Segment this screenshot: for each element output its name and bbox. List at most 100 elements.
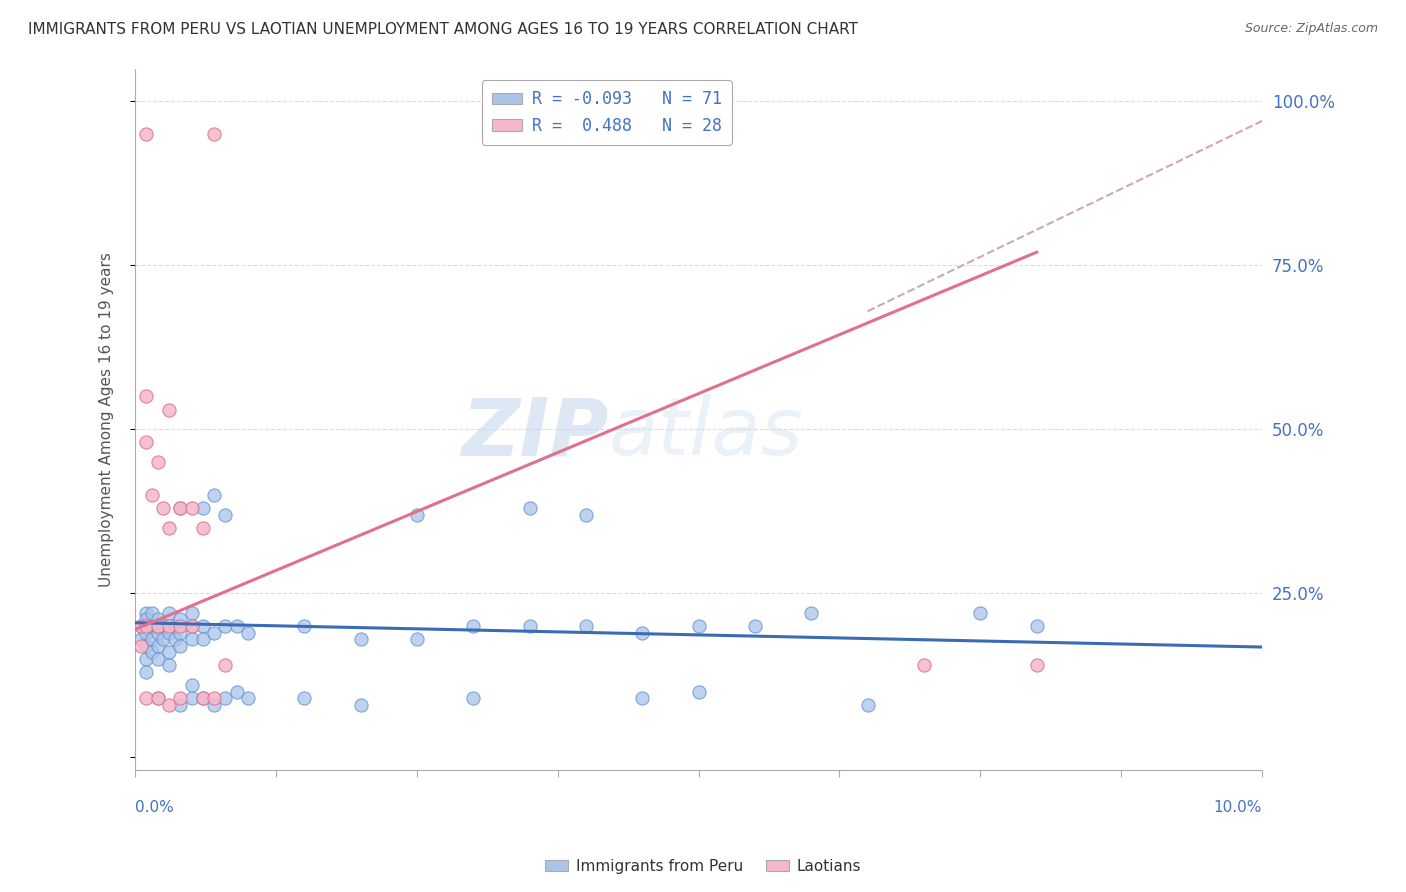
Point [169, 698, 191, 712]
Point [180, 619, 202, 633]
Point [152, 500, 174, 515]
Point [688, 684, 710, 698]
Point [800, 606, 823, 620]
Point [135, 606, 157, 620]
Point [169, 500, 191, 515]
Point [146, 612, 169, 626]
Point [135, 639, 157, 653]
Point [191, 691, 214, 706]
Point [129, 619, 152, 633]
Point [146, 652, 169, 666]
Point [214, 658, 236, 673]
Point [169, 639, 191, 653]
Point [146, 625, 169, 640]
Point [152, 632, 174, 647]
Point [135, 389, 157, 403]
Point [202, 698, 225, 712]
Point [1025, 658, 1047, 673]
Point [202, 488, 225, 502]
Point [180, 500, 202, 515]
Point [135, 625, 157, 640]
Point [406, 632, 429, 647]
Point [157, 698, 180, 712]
Point [191, 521, 214, 535]
Point [575, 619, 598, 633]
Point [180, 678, 202, 692]
Point [135, 665, 157, 679]
Point [236, 691, 259, 706]
Point [157, 521, 180, 535]
Point [202, 625, 225, 640]
Point [463, 619, 485, 633]
Legend: R = -0.093   N = 71, R =  0.488   N = 28: R = -0.093 N = 71, R = 0.488 N = 28 [482, 80, 731, 145]
Point [169, 612, 191, 626]
Point [225, 619, 247, 633]
Point [180, 691, 202, 706]
Point [744, 619, 766, 633]
Text: Source: ZipAtlas.com: Source: ZipAtlas.com [1244, 22, 1378, 36]
Point [146, 619, 169, 633]
Point [856, 698, 879, 712]
Point [141, 632, 163, 647]
Point [135, 127, 157, 141]
Point [157, 606, 180, 620]
Point [688, 619, 710, 633]
Point [169, 625, 191, 640]
Point [146, 455, 169, 469]
Point [214, 619, 236, 633]
Point [349, 698, 371, 712]
Text: IMMIGRANTS FROM PERU VS LAOTIAN UNEMPLOYMENT AMONG AGES 16 TO 19 YEARS CORRELATI: IMMIGRANTS FROM PERU VS LAOTIAN UNEMPLOY… [28, 22, 858, 37]
Point [157, 658, 180, 673]
Point [631, 691, 654, 706]
Point [191, 500, 214, 515]
Point [519, 619, 541, 633]
Point [349, 632, 371, 647]
Point [1025, 619, 1047, 633]
Point [169, 500, 191, 515]
Text: 0.0%: 0.0% [135, 800, 174, 815]
Point [631, 625, 654, 640]
Point [157, 645, 180, 659]
Point [292, 619, 315, 633]
Point [157, 402, 180, 417]
Y-axis label: Unemployment Among Ages 16 to 19 years: Unemployment Among Ages 16 to 19 years [100, 252, 114, 587]
Point [141, 619, 163, 633]
Point [135, 691, 157, 706]
Point [969, 606, 991, 620]
Point [146, 639, 169, 653]
Point [135, 435, 157, 450]
Point [292, 691, 315, 706]
Point [236, 625, 259, 640]
Point [163, 632, 186, 647]
Point [157, 625, 180, 640]
Point [129, 639, 152, 653]
Point [202, 691, 225, 706]
Point [129, 632, 152, 647]
Point [191, 632, 214, 647]
Point [180, 619, 202, 633]
Point [129, 619, 152, 633]
Point [135, 612, 157, 626]
Point [180, 606, 202, 620]
Legend: Immigrants from Peru, Laotians: Immigrants from Peru, Laotians [538, 853, 868, 880]
Point [141, 488, 163, 502]
Point [146, 691, 169, 706]
Point [146, 619, 169, 633]
Point [519, 500, 541, 515]
Point [202, 127, 225, 141]
Point [169, 619, 191, 633]
Point [225, 684, 247, 698]
Point [146, 691, 169, 706]
Point [214, 691, 236, 706]
Point [463, 691, 485, 706]
Point [157, 619, 180, 633]
Text: atlas: atlas [609, 394, 803, 473]
Text: ZIP: ZIP [461, 394, 609, 473]
Text: 10.0%: 10.0% [1213, 800, 1263, 815]
Point [152, 619, 174, 633]
Point [406, 508, 429, 522]
Point [191, 619, 214, 633]
Point [135, 619, 157, 633]
Point [141, 606, 163, 620]
Point [141, 645, 163, 659]
